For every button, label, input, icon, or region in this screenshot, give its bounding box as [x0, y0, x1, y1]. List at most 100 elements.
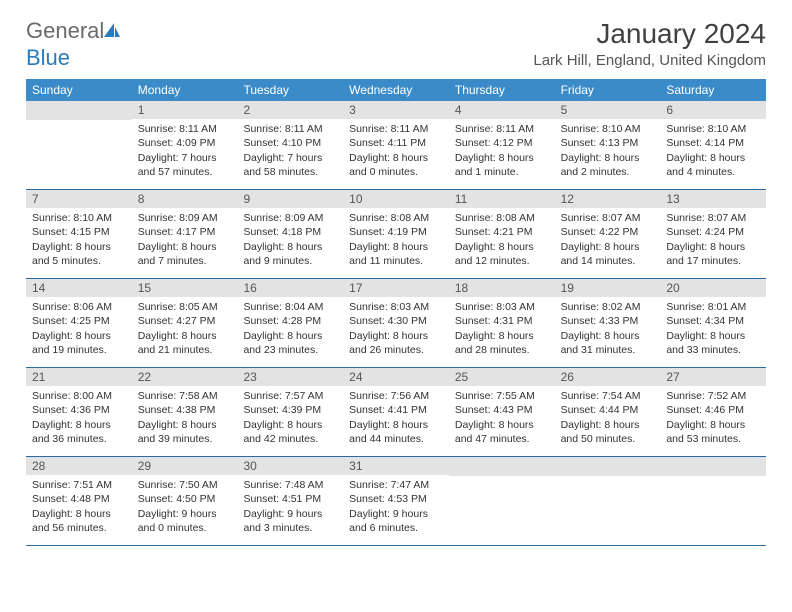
- daylight-text: Daylight: 8 hours and 47 minutes.: [455, 418, 549, 446]
- day-body: Sunrise: 7:56 AMSunset: 4:41 PMDaylight:…: [343, 386, 449, 451]
- sunrise-text: Sunrise: 8:11 AM: [349, 122, 443, 136]
- daylight-text: Daylight: 7 hours and 57 minutes.: [138, 151, 232, 179]
- day-cell: 2Sunrise: 8:11 AMSunset: 4:10 PMDaylight…: [237, 101, 343, 189]
- day-cell: 17Sunrise: 8:03 AMSunset: 4:30 PMDayligh…: [343, 279, 449, 367]
- day-number: [660, 457, 766, 476]
- daylight-text: Daylight: 8 hours and 19 minutes.: [32, 329, 126, 357]
- day-cell: 15Sunrise: 8:05 AMSunset: 4:27 PMDayligh…: [132, 279, 238, 367]
- daylight-text: Daylight: 8 hours and 2 minutes.: [561, 151, 655, 179]
- daylight-text: Daylight: 8 hours and 9 minutes.: [243, 240, 337, 268]
- week-row: 28Sunrise: 7:51 AMSunset: 4:48 PMDayligh…: [26, 457, 766, 546]
- day-cell: 28Sunrise: 7:51 AMSunset: 4:48 PMDayligh…: [26, 457, 132, 545]
- day-number: [449, 457, 555, 476]
- sunset-text: Sunset: 4:21 PM: [455, 225, 549, 239]
- sunset-text: Sunset: 4:14 PM: [666, 136, 760, 150]
- day-body: Sunrise: 7:58 AMSunset: 4:38 PMDaylight:…: [132, 386, 238, 451]
- day-cell: 6Sunrise: 8:10 AMSunset: 4:14 PMDaylight…: [660, 101, 766, 189]
- day-cell: 12Sunrise: 8:07 AMSunset: 4:22 PMDayligh…: [555, 190, 661, 278]
- location: Lark Hill, England, United Kingdom: [533, 52, 766, 69]
- sunrise-text: Sunrise: 8:02 AM: [561, 300, 655, 314]
- sunset-text: Sunset: 4:39 PM: [243, 403, 337, 417]
- day-number: 25: [449, 368, 555, 386]
- daylight-text: Daylight: 9 hours and 6 minutes.: [349, 507, 443, 535]
- calendar-body: 1Sunrise: 8:11 AMSunset: 4:09 PMDaylight…: [26, 101, 766, 546]
- month-title: January 2024: [533, 18, 766, 50]
- sunset-text: Sunset: 4:44 PM: [561, 403, 655, 417]
- day-number: 28: [26, 457, 132, 475]
- day-body: Sunrise: 8:11 AMSunset: 4:11 PMDaylight:…: [343, 119, 449, 184]
- daylight-text: Daylight: 8 hours and 21 minutes.: [138, 329, 232, 357]
- day-number: 18: [449, 279, 555, 297]
- day-number: 9: [237, 190, 343, 208]
- week-row: 21Sunrise: 8:00 AMSunset: 4:36 PMDayligh…: [26, 368, 766, 457]
- day-number: [555, 457, 661, 476]
- daylight-text: Daylight: 8 hours and 44 minutes.: [349, 418, 443, 446]
- day-body: Sunrise: 7:50 AMSunset: 4:50 PMDaylight:…: [132, 475, 238, 540]
- day-number: 19: [555, 279, 661, 297]
- daylight-text: Daylight: 9 hours and 0 minutes.: [138, 507, 232, 535]
- day-body: Sunrise: 8:01 AMSunset: 4:34 PMDaylight:…: [660, 297, 766, 362]
- sunset-text: Sunset: 4:22 PM: [561, 225, 655, 239]
- day-cell: 31Sunrise: 7:47 AMSunset: 4:53 PMDayligh…: [343, 457, 449, 545]
- daylight-text: Daylight: 8 hours and 17 minutes.: [666, 240, 760, 268]
- day-cell: 23Sunrise: 7:57 AMSunset: 4:39 PMDayligh…: [237, 368, 343, 456]
- calendar: SundayMondayTuesdayWednesdayThursdayFrid…: [26, 79, 766, 546]
- daylight-text: Daylight: 8 hours and 7 minutes.: [138, 240, 232, 268]
- day-cell: 29Sunrise: 7:50 AMSunset: 4:50 PMDayligh…: [132, 457, 238, 545]
- day-body: Sunrise: 8:03 AMSunset: 4:30 PMDaylight:…: [343, 297, 449, 362]
- sunrise-text: Sunrise: 8:10 AM: [666, 122, 760, 136]
- daylight-text: Daylight: 8 hours and 12 minutes.: [455, 240, 549, 268]
- sunset-text: Sunset: 4:13 PM: [561, 136, 655, 150]
- day-number: 3: [343, 101, 449, 119]
- daylight-text: Daylight: 8 hours and 31 minutes.: [561, 329, 655, 357]
- sunrise-text: Sunrise: 7:58 AM: [138, 389, 232, 403]
- day-number: 22: [132, 368, 238, 386]
- sunset-text: Sunset: 4:38 PM: [138, 403, 232, 417]
- day-body: Sunrise: 7:54 AMSunset: 4:44 PMDaylight:…: [555, 386, 661, 451]
- day-number: 14: [26, 279, 132, 297]
- title-block: January 2024 Lark Hill, England, United …: [533, 18, 766, 69]
- sunrise-text: Sunrise: 8:04 AM: [243, 300, 337, 314]
- sunrise-text: Sunrise: 8:03 AM: [455, 300, 549, 314]
- sunrise-text: Sunrise: 7:48 AM: [243, 478, 337, 492]
- day-body: Sunrise: 8:11 AMSunset: 4:09 PMDaylight:…: [132, 119, 238, 184]
- daylight-text: Daylight: 8 hours and 28 minutes.: [455, 329, 549, 357]
- sunset-text: Sunset: 4:46 PM: [666, 403, 760, 417]
- day-cell: 10Sunrise: 8:08 AMSunset: 4:19 PMDayligh…: [343, 190, 449, 278]
- day-cell: 13Sunrise: 8:07 AMSunset: 4:24 PMDayligh…: [660, 190, 766, 278]
- day-cell: 25Sunrise: 7:55 AMSunset: 4:43 PMDayligh…: [449, 368, 555, 456]
- sunrise-text: Sunrise: 8:05 AM: [138, 300, 232, 314]
- day-cell: 11Sunrise: 8:08 AMSunset: 4:21 PMDayligh…: [449, 190, 555, 278]
- logo-text: GeneralBlue: [26, 18, 122, 71]
- page-header: GeneralBlue January 2024 Lark Hill, Engl…: [0, 0, 792, 79]
- sunset-text: Sunset: 4:50 PM: [138, 492, 232, 506]
- sunset-text: Sunset: 4:10 PM: [243, 136, 337, 150]
- sunset-text: Sunset: 4:12 PM: [455, 136, 549, 150]
- day-number: 24: [343, 368, 449, 386]
- day-body: Sunrise: 8:10 AMSunset: 4:15 PMDaylight:…: [26, 208, 132, 273]
- day-body: Sunrise: 7:55 AMSunset: 4:43 PMDaylight:…: [449, 386, 555, 451]
- sunset-text: Sunset: 4:15 PM: [32, 225, 126, 239]
- sunrise-text: Sunrise: 7:52 AM: [666, 389, 760, 403]
- daylight-text: Daylight: 8 hours and 56 minutes.: [32, 507, 126, 535]
- day-number: 30: [237, 457, 343, 475]
- daylight-text: Daylight: 9 hours and 3 minutes.: [243, 507, 337, 535]
- sunset-text: Sunset: 4:53 PM: [349, 492, 443, 506]
- day-body: Sunrise: 8:10 AMSunset: 4:14 PMDaylight:…: [660, 119, 766, 184]
- day-header: Saturday: [660, 79, 766, 101]
- sunset-text: Sunset: 4:31 PM: [455, 314, 549, 328]
- sunrise-text: Sunrise: 8:08 AM: [455, 211, 549, 225]
- day-number: 1: [132, 101, 238, 119]
- day-body: Sunrise: 7:52 AMSunset: 4:46 PMDaylight:…: [660, 386, 766, 451]
- day-cell: 4Sunrise: 8:11 AMSunset: 4:12 PMDaylight…: [449, 101, 555, 189]
- logo-blue: Blue: [26, 45, 70, 70]
- sunset-text: Sunset: 4:36 PM: [32, 403, 126, 417]
- sunset-text: Sunset: 4:41 PM: [349, 403, 443, 417]
- day-number: 10: [343, 190, 449, 208]
- daylight-text: Daylight: 8 hours and 26 minutes.: [349, 329, 443, 357]
- day-cell: 24Sunrise: 7:56 AMSunset: 4:41 PMDayligh…: [343, 368, 449, 456]
- daylight-text: Daylight: 8 hours and 5 minutes.: [32, 240, 126, 268]
- sunset-text: Sunset: 4:11 PM: [349, 136, 443, 150]
- logo: GeneralBlue: [26, 18, 122, 71]
- day-cell: 27Sunrise: 7:52 AMSunset: 4:46 PMDayligh…: [660, 368, 766, 456]
